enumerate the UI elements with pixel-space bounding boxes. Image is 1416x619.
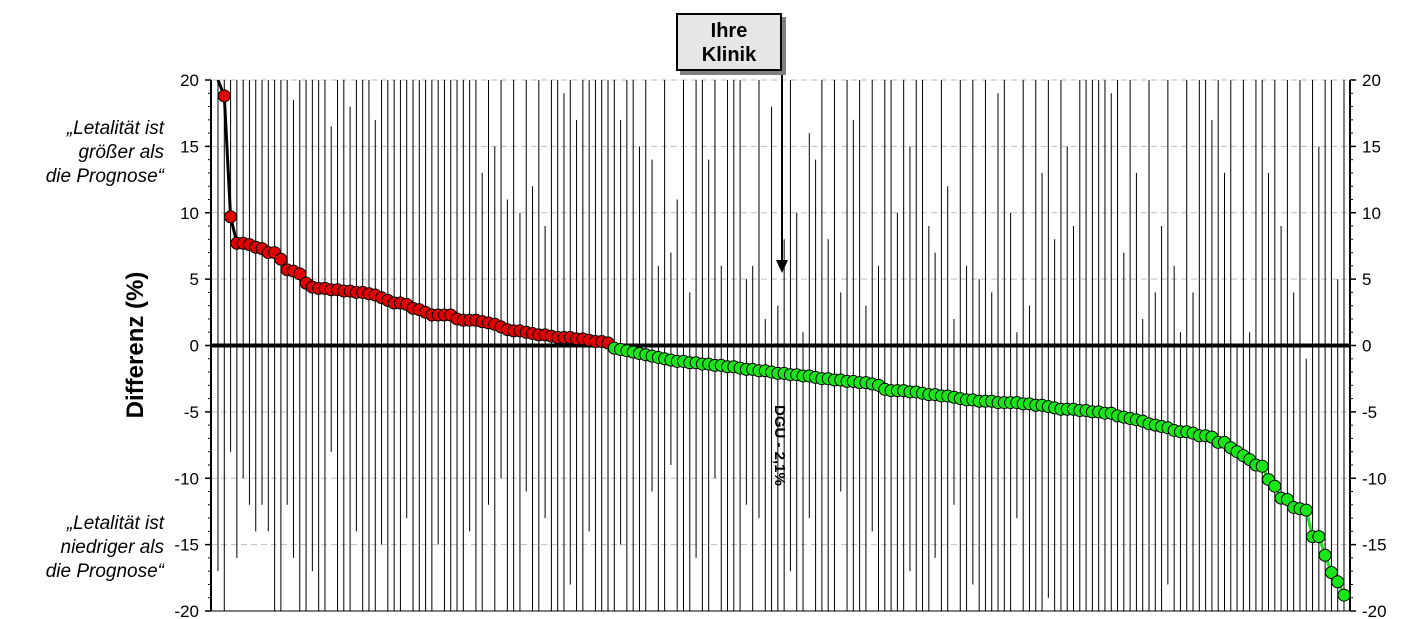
y-tick-label-right: 5 [1362, 270, 1371, 289]
y-tick-label-right: -5 [1362, 403, 1377, 422]
data-point [1337, 588, 1351, 602]
y-tick-label-right: -15 [1362, 536, 1387, 555]
y-tick-label-left: 10 [180, 204, 199, 223]
y-axis-label: Differenz (%) [122, 272, 149, 419]
data-point [1318, 548, 1332, 562]
y-tick-label-right: 10 [1362, 204, 1381, 223]
data-point [1268, 479, 1282, 493]
annotation-below-line-3: die Prognose“ [45, 561, 164, 582]
data-point [1312, 530, 1326, 544]
y-tick-label-left: 0 [190, 337, 199, 356]
data-point [293, 267, 307, 281]
y-tick-label-left: -10 [174, 469, 199, 488]
data-point [274, 252, 288, 266]
data-point [217, 89, 231, 103]
reference-label: DGU - 2,1% [771, 405, 788, 486]
data-point [224, 210, 238, 224]
y-tick-label-left: 5 [190, 270, 199, 289]
annotation-below: „Letalität ist niedriger als die Prognos… [4, 512, 164, 584]
y-tick-label-left: -15 [174, 536, 199, 555]
y-tick-label-right: -20 [1362, 602, 1387, 619]
clinic-callout: Ihre Klinik [676, 13, 782, 71]
data-point [1299, 503, 1313, 517]
data-series [216, 79, 1351, 602]
annotation-above: „Letalität ist größer als die Prognose“ [4, 117, 164, 189]
y-tick-label-right: 20 [1362, 71, 1381, 90]
callout-line-1: Ihre [710, 20, 748, 42]
y-tick-label-left: -20 [174, 602, 199, 619]
y-tick-label-right: 15 [1362, 137, 1381, 156]
callout-line-2: Klinik [701, 44, 757, 66]
callout-arrow [776, 73, 788, 273]
annotation-above-line-1: „Letalität ist [66, 118, 164, 139]
axes: -20 -20 -15 -15 -10 -10 -5 -5 0 0 5 5 10 10 15 15 20 20 [174, 71, 1386, 619]
data-point [1255, 459, 1269, 473]
series-line-segment [222, 95, 233, 217]
y-tick-label-left: 20 [180, 71, 199, 90]
data-point [1331, 575, 1345, 589]
annotation-above-line-2: größer als [78, 142, 164, 163]
y-tick-label-left: -5 [184, 403, 199, 422]
annotation-below-line-2: niedriger als [60, 537, 165, 558]
data-point [1324, 566, 1338, 580]
y-tick-label-right: 0 [1362, 337, 1371, 356]
annotation-below-line-1: „Letalität ist [66, 513, 164, 534]
annotation-above-line-3: die Prognose“ [45, 166, 164, 187]
y-tick-label-left: 15 [180, 137, 199, 156]
y-tick-label-right: -10 [1362, 469, 1387, 488]
